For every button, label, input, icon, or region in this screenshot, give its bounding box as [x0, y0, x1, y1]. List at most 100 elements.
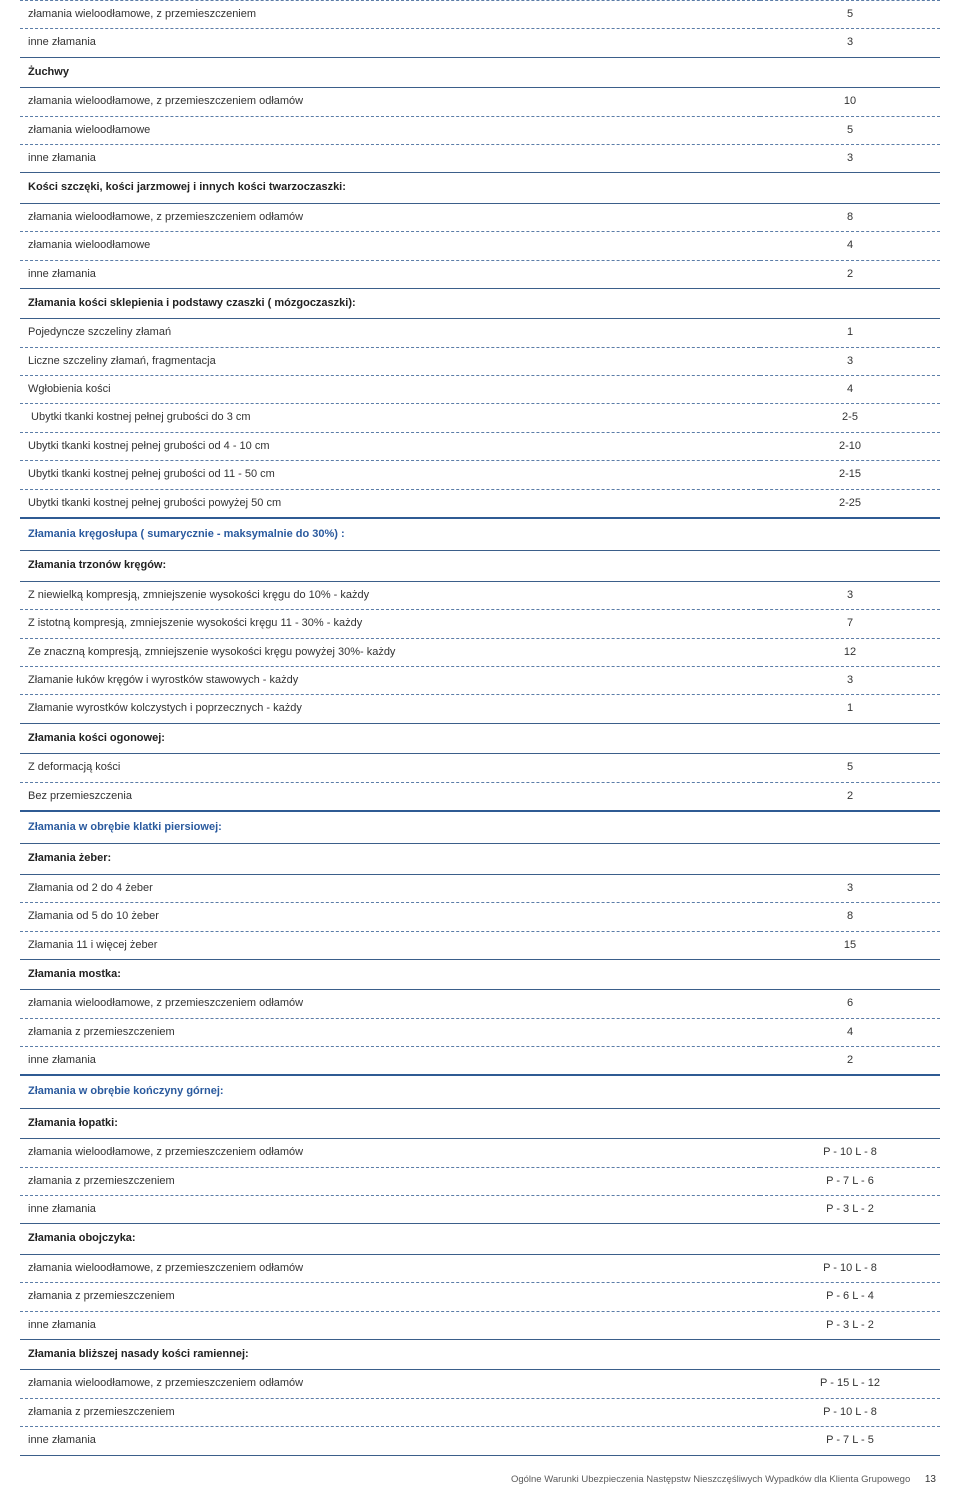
- row-label: Ubytki tkanki kostnej pełnej grubości od…: [20, 461, 760, 489]
- row-value: 5: [760, 754, 940, 782]
- table-row: Złamanie wyrostków kolczystych i poprzec…: [20, 695, 940, 723]
- row-label: Ze znaczną kompresją, zmniejszenie wysok…: [20, 638, 760, 666]
- table-row: Złamania 11 i więcej żeber15: [20, 931, 940, 959]
- row-value: 2: [760, 782, 940, 811]
- table-row: inne złamania2: [20, 1047, 940, 1076]
- table-row: Złamania od 2 do 4 żeber3: [20, 874, 940, 902]
- section-header-row: Złamania kręgosłupa ( sumarycznie - maks…: [20, 518, 940, 551]
- subheader: Żuchwy: [20, 57, 940, 87]
- row-label: Złamania od 2 do 4 żeber: [20, 874, 760, 902]
- table-row: Ubytki tkanki kostnej pełnej grubości do…: [20, 404, 940, 432]
- subheader: Złamania mostka:: [20, 959, 940, 989]
- table-row: Liczne szczeliny złamań, fragmentacja3: [20, 347, 940, 375]
- subheader-row: Żuchwy: [20, 57, 940, 87]
- row-label: inne złamania: [20, 1311, 760, 1339]
- subheader-row: Złamania trzonów kręgów:: [20, 551, 940, 581]
- table-row: złamania wieloodłamowe, z przemieszczeni…: [20, 88, 940, 116]
- row-value: 5: [760, 1, 940, 29]
- table-row: inne złamania3: [20, 29, 940, 57]
- subheader-row: Złamania kości sklepienia i podstawy cza…: [20, 288, 940, 318]
- row-value: P - 10 L - 8: [760, 1139, 940, 1167]
- table-row: złamania wieloodłamowe, z przemieszczeni…: [20, 1370, 940, 1398]
- section-header-row: Złamania w obrębie klatki piersiowej:: [20, 811, 940, 844]
- subheader: Złamania żeber:: [20, 844, 940, 874]
- row-value: 3: [760, 581, 940, 609]
- row-value: P - 10 L - 8: [760, 1254, 940, 1282]
- row-label: Złamanie łuków kręgów i wyrostków stawow…: [20, 666, 760, 694]
- table-row: Złamania od 5 do 10 żeber8: [20, 903, 940, 931]
- subheader: Złamania obojczyka:: [20, 1224, 940, 1254]
- table-row: Z deformacją kości5: [20, 754, 940, 782]
- row-value: 4: [760, 1018, 940, 1046]
- table-row: Złamanie łuków kręgów i wyrostków stawow…: [20, 666, 940, 694]
- row-label: inne złamania: [20, 1196, 760, 1224]
- table-row: inne złamaniaP - 7 L - 5: [20, 1427, 940, 1455]
- row-value: 15: [760, 931, 940, 959]
- table-row: złamania wieloodłamowe, z przemieszczeni…: [20, 203, 940, 231]
- row-label: złamania z przemieszczeniem: [20, 1398, 760, 1426]
- row-value: 6: [760, 990, 940, 1018]
- subheader: Kości szczęki, kości jarzmowej i innych …: [20, 173, 940, 203]
- row-value: P - 6 L - 4: [760, 1283, 940, 1311]
- row-value: 2-15: [760, 461, 940, 489]
- fracture-table: złamania wieloodłamowe, z przemieszczeni…: [20, 0, 940, 1456]
- table-row: Z niewielką kompresją, zmniejszenie wyso…: [20, 581, 940, 609]
- row-label: Ubytki tkanki kostnej pełnej grubości do…: [20, 404, 760, 432]
- row-value: 1: [760, 695, 940, 723]
- row-value: 3: [760, 666, 940, 694]
- row-label: złamania wieloodłamowe, z przemieszczeni…: [20, 88, 760, 116]
- subheader-row: Kości szczęki, kości jarzmowej i innych …: [20, 173, 940, 203]
- table-row: złamania wieloodłamowe, z przemieszczeni…: [20, 1, 940, 29]
- row-label: złamania wieloodłamowe, z przemieszczeni…: [20, 203, 760, 231]
- table-row: Z istotną kompresją, zmniejszenie wysoko…: [20, 610, 940, 638]
- row-value: 3: [760, 29, 940, 57]
- fracture-table-body: złamania wieloodłamowe, z przemieszczeni…: [20, 1, 940, 1456]
- table-row: złamania z przemieszczeniemP - 7 L - 6: [20, 1167, 940, 1195]
- row-label: inne złamania: [20, 260, 760, 288]
- table-row: złamania z przemieszczeniemP - 10 L - 8: [20, 1398, 940, 1426]
- row-value: 8: [760, 903, 940, 931]
- page-footer: Ogólne Warunki Ubezpieczenia Następstw N…: [20, 1456, 940, 1485]
- row-label: Liczne szczeliny złamań, fragmentacja: [20, 347, 760, 375]
- row-label: Złamanie wyrostków kolczystych i poprzec…: [20, 695, 760, 723]
- row-value: 1: [760, 319, 940, 347]
- row-value: 2: [760, 260, 940, 288]
- row-value: 4: [760, 376, 940, 404]
- row-label: Wgłobienia kości: [20, 376, 760, 404]
- row-value: P - 15 L - 12: [760, 1370, 940, 1398]
- table-row: Pojedyncze szczeliny złamań1: [20, 319, 940, 347]
- table-row: Bez przemieszczenia2: [20, 782, 940, 811]
- table-row: złamania wieloodłamowe4: [20, 232, 940, 260]
- row-value: 4: [760, 232, 940, 260]
- row-label: inne złamania: [20, 29, 760, 57]
- row-value: 12: [760, 638, 940, 666]
- subheader: Złamania łopatki:: [20, 1108, 940, 1138]
- table-row: złamania wieloodłamowe, z przemieszczeni…: [20, 1139, 940, 1167]
- table-row: złamania z przemieszczeniem4: [20, 1018, 940, 1046]
- subheader-row: Złamania mostka:: [20, 959, 940, 989]
- table-row: złamania z przemieszczeniemP - 6 L - 4: [20, 1283, 940, 1311]
- row-label: inne złamania: [20, 144, 760, 172]
- row-value: 2: [760, 1047, 940, 1076]
- row-label: złamania wieloodłamowe, z przemieszczeni…: [20, 1254, 760, 1282]
- row-label: złamania z przemieszczeniem: [20, 1283, 760, 1311]
- row-value: P - 7 L - 6: [760, 1167, 940, 1195]
- subheader: Złamania bliższej nasady kości ramiennej…: [20, 1339, 940, 1369]
- table-row: złamania wieloodłamowe5: [20, 116, 940, 144]
- table-row: Ubytki tkanki kostnej pełnej grubości po…: [20, 489, 940, 518]
- footer-text: Ogólne Warunki Ubezpieczenia Następstw N…: [511, 1474, 910, 1485]
- row-value: 5: [760, 116, 940, 144]
- row-label: złamania wieloodłamowe, z przemieszczeni…: [20, 990, 760, 1018]
- row-value: 3: [760, 874, 940, 902]
- subheader-row: Złamania bliższej nasady kości ramiennej…: [20, 1339, 940, 1369]
- subheader: Złamania kości sklepienia i podstawy cza…: [20, 288, 940, 318]
- row-label: złamania wieloodłamowe, z przemieszczeni…: [20, 1139, 760, 1167]
- row-label: Z istotną kompresją, zmniejszenie wysoko…: [20, 610, 760, 638]
- row-label: złamania z przemieszczeniem: [20, 1018, 760, 1046]
- subheader-row: Złamania obojczyka:: [20, 1224, 940, 1254]
- row-label: Złamania od 5 do 10 żeber: [20, 903, 760, 931]
- row-value: 2-25: [760, 489, 940, 518]
- table-row: złamania wieloodłamowe, z przemieszczeni…: [20, 1254, 940, 1282]
- table-row: inne złamania3: [20, 144, 940, 172]
- row-label: inne złamania: [20, 1047, 760, 1076]
